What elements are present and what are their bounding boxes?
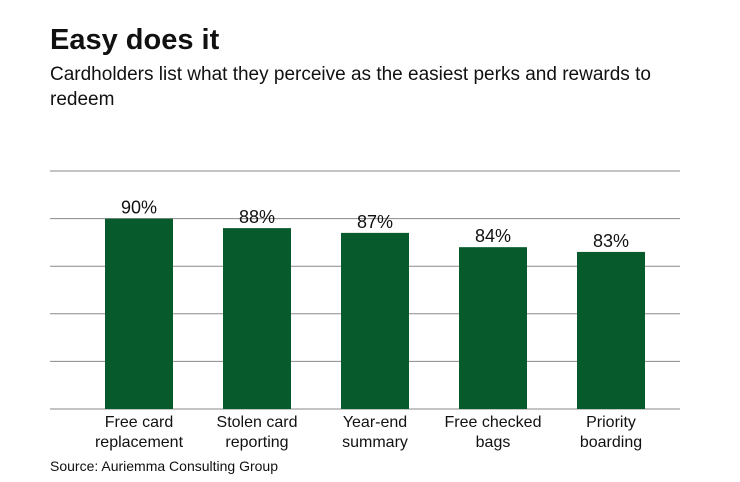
bar [105, 218, 173, 409]
x-tick-label: Free checked bags [444, 414, 542, 451]
value-label: 84% [475, 226, 511, 246]
value-label: 83% [593, 231, 629, 251]
chart-subtitle: Cardholders list what they perceive as t… [50, 64, 651, 110]
x-tick-label: Year-end summary [342, 414, 408, 451]
chart-title: Easy does it [50, 24, 220, 56]
x-tick-label: Priority boarding [579, 414, 643, 451]
bar [459, 247, 527, 409]
x-tick-label: Free card replacement [94, 414, 184, 451]
value-label: 87% [357, 212, 393, 232]
value-label: 88% [239, 207, 275, 227]
bar [577, 251, 645, 409]
source-note: Source: Auriemma Consulting Group [50, 458, 278, 474]
bar [223, 228, 291, 409]
x-tick-label: Stolen card reporting [216, 414, 298, 451]
value-label: 90% [121, 198, 157, 218]
bar [341, 232, 409, 409]
